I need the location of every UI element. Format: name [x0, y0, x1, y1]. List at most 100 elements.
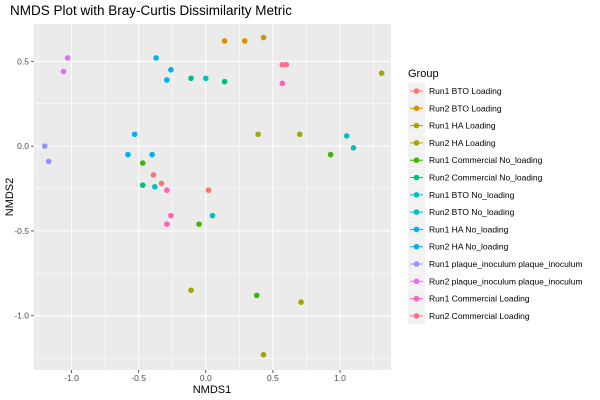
legend-title: Group: [408, 68, 439, 80]
legend-key-point: [413, 88, 420, 94]
data-point: [158, 180, 165, 187]
x-axis-ticks: -1.0 -0.5 0.0 0.5 1.0: [64, 370, 346, 383]
legend-item: Run2 plaque_inoculum plaque_inoculum: [408, 272, 583, 290]
legend-item: Run1 HA Loading: [408, 117, 496, 135]
legend-label: Run1 HA No_loading: [429, 224, 509, 234]
data-point: [241, 38, 248, 44]
data-point: [64, 55, 71, 61]
data-point: [296, 131, 303, 138]
legend-item: Run1 Commercial Loading: [408, 290, 530, 308]
legend-key-point: [413, 157, 420, 163]
legend-item: Run1 BTO Loading: [408, 82, 502, 100]
y-axis-ticks: 0.5 0.0 -0.5 -1.0: [14, 56, 34, 321]
legend-item: Run2 HA No_loading: [408, 238, 509, 256]
legend-key-point: [413, 105, 420, 112]
data-point: [350, 145, 357, 151]
data-point: [343, 133, 350, 139]
data-point: [253, 292, 260, 299]
y-axis-title: NMDS2: [4, 178, 16, 217]
legend-label: Run1 HA Loading: [429, 121, 496, 131]
data-point: [298, 299, 304, 305]
legend-key-point: [413, 313, 420, 319]
data-point: [283, 61, 290, 68]
legend-item: Run1 HA No_loading: [408, 220, 509, 238]
legend-label: Run2 HA No_loading: [429, 242, 509, 252]
legend-item: Run2 HA Loading: [408, 134, 496, 152]
data-point: [202, 75, 209, 82]
legend-key-point: [413, 278, 420, 285]
legend-label: Run2 plaque_inoculum plaque_inoculum: [429, 276, 583, 286]
legend-key-point: [413, 243, 420, 250]
legend-key-point: [413, 192, 420, 198]
data-point: [139, 182, 146, 188]
legend-item: Run1 Commercial No_loading: [408, 151, 543, 169]
plot-panel: [34, 24, 391, 370]
data-point: [168, 66, 174, 73]
legend-item: Run2 BTO No_loading: [408, 203, 515, 221]
data-point: [139, 160, 146, 166]
data-point: [164, 187, 170, 194]
data-point: [205, 187, 212, 194]
x-tick-label: 0.0: [200, 373, 212, 383]
legend-label: Run1 BTO Loading: [429, 86, 502, 96]
legend-key-point: [413, 261, 420, 267]
legend-key-point: [413, 209, 420, 215]
data-point: [221, 38, 228, 44]
legend-key-point: [413, 174, 420, 181]
legend-label: Run1 plaque_inoculum plaque_inoculum: [429, 259, 583, 269]
data-point: [151, 184, 158, 190]
data-point: [125, 151, 131, 158]
y-tick-label: -1.0: [14, 311, 29, 321]
legend-item: Run2 Commercial Loading: [408, 307, 530, 325]
legend-label: Run2 BTO Loading: [429, 103, 502, 113]
legend-label: Run1 BTO No_loading: [429, 190, 515, 200]
x-tick-label: 1.0: [334, 373, 346, 383]
data-point: [279, 80, 286, 87]
legend-item: Run2 Commercial No_loading: [408, 169, 543, 186]
data-point: [188, 75, 194, 82]
data-point: [327, 151, 334, 158]
data-point: [164, 77, 170, 83]
legend-label: Run2 Commercial Loading: [429, 311, 530, 321]
data-point: [260, 34, 267, 41]
x-tick-label: -0.5: [131, 373, 146, 383]
major-gridlines: [34, 24, 391, 370]
legend-label: Run2 HA Loading: [429, 138, 496, 148]
data-point: [255, 131, 261, 138]
legend-item: Run1 BTO No_loading: [408, 186, 515, 204]
legend-label: Run1 Commercial No_loading: [429, 155, 543, 165]
data-point: [378, 70, 385, 76]
data-point: [150, 172, 157, 178]
minor-gridlines: [34, 24, 391, 370]
data-point: [153, 55, 159, 61]
data-point: [45, 158, 52, 165]
y-tick-label: -0.5: [14, 226, 29, 236]
legend-key-point: [413, 295, 420, 302]
data-point: [41, 143, 48, 149]
legend-items: Run1 BTO Loading Run2 BTO Loading Run1 HA …: [408, 82, 583, 325]
legend-label: Run2 BTO No_loading: [429, 207, 515, 217]
data-point: [209, 212, 216, 219]
data-point: [196, 221, 202, 227]
legend-label: Run2 Commercial No_loading: [429, 173, 543, 183]
data-point: [221, 78, 228, 85]
legend-key-point: [413, 140, 420, 146]
chart-title: NMDS Plot with Bray-Curtis Dissimilarity…: [10, 3, 292, 18]
legend-item: Run1 plaque_inoculum plaque_inoculum: [408, 255, 583, 273]
legend-label: Run1 Commercial Loading: [429, 294, 530, 304]
legend-key-point: [413, 122, 420, 129]
data-point: [60, 68, 67, 75]
x-tick-label: 0.5: [267, 373, 279, 383]
y-tick-label: 0.5: [17, 56, 29, 66]
data-points: [41, 34, 385, 358]
x-axis-title: NMDS1: [193, 384, 232, 396]
data-point: [149, 151, 155, 158]
legend-key-point: [413, 226, 420, 233]
data-point: [131, 131, 138, 138]
data-point: [279, 61, 286, 68]
legend-item: Run2 BTO Loading: [408, 99, 502, 117]
data-point: [260, 351, 267, 358]
y-tick-label: 0.0: [17, 141, 29, 151]
